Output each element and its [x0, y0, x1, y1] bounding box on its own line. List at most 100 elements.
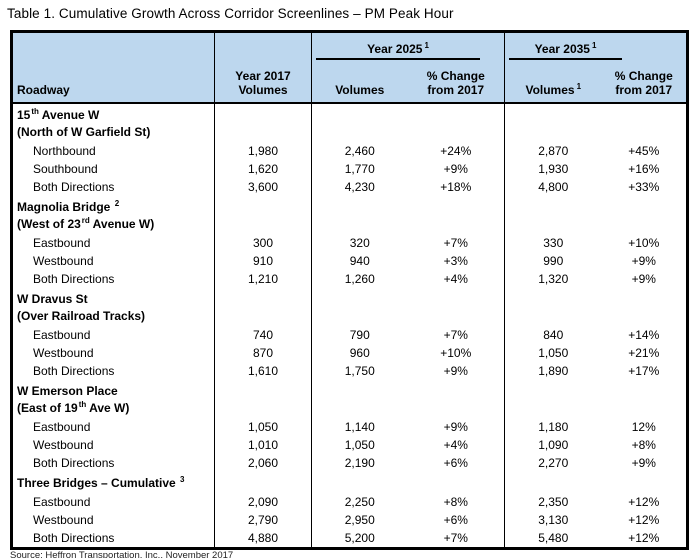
roadway-direction-cell: Eastbound	[11, 325, 215, 344]
y2035-pct-cell: +9%	[631, 253, 656, 268]
empty-cell	[602, 196, 688, 234]
table-row: Westbound 2,790 2,950 +6% 3,130 +12%	[11, 510, 688, 529]
empty-cell	[312, 380, 408, 418]
y2025-volume-cell: 2,250	[344, 494, 375, 509]
y2025-volume-cell: 1,260	[344, 271, 375, 286]
y2025-pct-cell: +4%	[407, 269, 505, 288]
y2025-volume-cell: 960	[349, 345, 370, 360]
roadway-direction-cell: Westbound	[11, 343, 215, 362]
y2017-volume-cell: 2,060	[214, 453, 312, 472]
table-row: Westbound 910 940 +3% 990 +9%	[11, 251, 688, 270]
y2025-volume-cell: 2,460	[344, 143, 375, 158]
table-row: Eastbound 1,050 1,140 +9% 1,180 12%	[11, 417, 688, 436]
empty-cell	[407, 287, 505, 326]
y2017-volume-cell: 740	[214, 325, 312, 344]
y2025-pct-cell: +24%	[407, 141, 505, 160]
empty-cell	[407, 102, 505, 142]
y2035-volume-cell: 1,180	[538, 419, 569, 434]
y2035-pct-cell: +21%	[628, 345, 660, 360]
table-row: Both Directions 4,880 5,200 +7% 5,480 +12%	[11, 528, 688, 548]
table-header: Roadway Year 2017 Volumes Year 2025 1 Yea…	[11, 31, 688, 104]
section-header-row: 15th Avenue W (North of W Garfield St)	[11, 102, 688, 142]
header-row-subcolumns: Volumes % Change from 2017 Volumes 1 % Ch…	[12, 59, 688, 104]
section-name-cell: Three Bridges – Cumulative 3	[11, 471, 215, 493]
table-row: Both Directions 2,060 2,190 +6% 2,270 +9%	[11, 453, 688, 472]
roadway-direction-cell: Eastbound	[11, 492, 215, 511]
y2035-pct-cell: +12%	[628, 530, 660, 545]
footnote-marker: 1	[576, 81, 582, 91]
y2035-pct-cell: +16%	[628, 161, 660, 176]
table-row: Eastbound 2,090 2,250 +8% 2,350 +12%	[11, 492, 688, 511]
y2017-volume-cell: 3,600	[214, 177, 312, 196]
y2035-pct-cell: +8%	[631, 437, 656, 452]
y2025-volume-cell: 2,950	[344, 512, 375, 527]
section-header-row: Three Bridges – Cumulative 3	[11, 471, 688, 493]
y2025-pct-cell: +10%	[407, 343, 505, 362]
y2017-volume-cell: 1,010	[214, 435, 312, 454]
col-header-2017-volumes: Year 2017 Volumes	[214, 31, 312, 104]
y2017-volume-cell: 870	[214, 343, 312, 362]
y2035-volume-cell: 2,270	[538, 455, 569, 470]
section-name-cell: 15th Avenue W (North of W Garfield St)	[11, 102, 215, 142]
roadway-direction-cell: Westbound	[11, 510, 215, 529]
y2025-pct-cell: +3%	[407, 251, 505, 270]
y2025-pct-cell: +4%	[407, 435, 505, 454]
empty-cell	[214, 379, 312, 418]
table-row: Westbound 870 960 +10% 1,050 +21%	[11, 343, 688, 362]
y2025-volume-cell: 790	[349, 327, 370, 342]
col-group-year-2025: Year 2025 1	[311, 31, 505, 60]
table-body: 15th Avenue W (North of W Garfield St) Nor…	[11, 102, 688, 548]
col-header-2035-volumes: Volumes 1	[504, 59, 602, 104]
table-row: Both Directions 1,610 1,750 +9% 1,890 +17%	[11, 361, 688, 380]
section-name-cell: W Dravus St (Over Railroad Tracks)	[11, 287, 215, 326]
col-header-2025-volumes: Volumes	[311, 59, 408, 104]
roadway-direction-cell: Southbound	[11, 159, 215, 178]
col-header-2035-pct-change: % Change from 2017	[601, 59, 688, 104]
y2025-pct-cell: +7%	[407, 325, 505, 344]
growth-table: Roadway Year 2017 Volumes Year 2025 1 Yea…	[10, 30, 689, 550]
y2025-pct-cell: +7%	[407, 233, 505, 252]
table-row: Eastbound 740 790 +7% 840 +14%	[11, 325, 688, 344]
header-row-years: Roadway Year 2017 Volumes Year 2025 1 Yea…	[11, 31, 688, 104]
empty-cell	[312, 196, 408, 234]
y2035-volume-cell: 1,890	[538, 363, 569, 378]
y2017-volume-cell: 910	[214, 251, 312, 270]
empty-cell	[505, 196, 602, 234]
y2025-volume-cell: 320	[349, 235, 370, 250]
y2035-pct-cell: +12%	[628, 494, 660, 509]
y2035-pct-cell: +9%	[631, 455, 656, 470]
section-header-row: W Emerson Place (East of 19th Ave W)	[11, 379, 688, 418]
roadway-direction-cell: Eastbound	[11, 233, 215, 252]
roadway-direction-cell: Northbound	[11, 141, 215, 160]
empty-cell	[312, 472, 408, 493]
y2035-volume-cell: 5,480	[538, 530, 569, 545]
empty-cell	[505, 288, 602, 326]
y2025-volume-cell: 2,190	[344, 455, 375, 470]
y2035-volume-cell: 330	[543, 235, 564, 250]
y2017-volume-cell: 1,620	[214, 159, 312, 178]
y2035-pct-cell: +10%	[628, 235, 660, 250]
y2035-pct-cell: +12%	[628, 512, 660, 527]
y2035-volume-cell: 1,090	[538, 437, 569, 452]
section-name-cell: Magnolia Bridge 2 (West of 23rd Avenue W)	[11, 195, 215, 234]
roadway-direction-cell: Both Directions	[11, 528, 215, 548]
y2017-volume-cell: 1,050	[214, 417, 312, 436]
y2025-volume-cell: 1,050	[344, 437, 375, 452]
y2025-volume-cell: 4,230	[344, 179, 375, 194]
y2035-pct-cell: +17%	[628, 363, 660, 378]
col-header-2025-pct-change: % Change from 2017	[407, 59, 505, 104]
empty-cell	[407, 471, 505, 493]
y2025-volume-cell: 1,750	[344, 363, 375, 378]
y2035-pct-cell: +9%	[631, 271, 656, 286]
footnote-marker: 1	[591, 40, 597, 50]
y2035-volume-cell: 840	[543, 327, 564, 342]
empty-cell	[407, 195, 505, 234]
roadway-direction-cell: Both Directions	[11, 269, 215, 288]
y2017-volume-cell: 1,980	[214, 141, 312, 160]
y2025-pct-cell: +8%	[407, 492, 505, 511]
y2017-volume-cell: 300	[214, 233, 312, 252]
y2025-pct-cell: +7%	[407, 528, 505, 548]
y2025-pct-cell: +9%	[407, 159, 505, 178]
section-name-cell: W Emerson Place (East of 19th Ave W)	[11, 379, 215, 418]
table-row: Both Directions 3,600 4,230 +18% 4,800 +33%	[11, 177, 688, 196]
